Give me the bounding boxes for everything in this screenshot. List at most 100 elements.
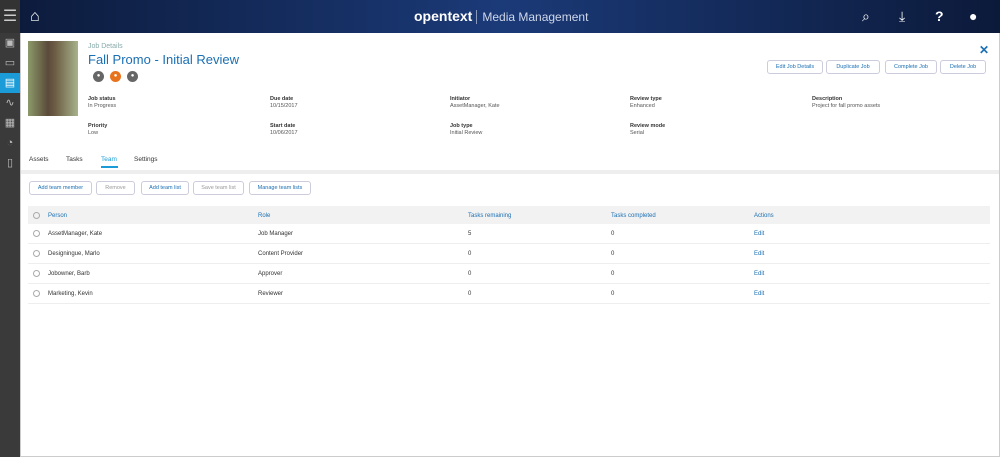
- table-cell: Content Provider: [258, 251, 304, 257]
- header-role[interactable]: Role: [258, 213, 271, 219]
- field-label: Due date: [270, 96, 294, 102]
- job-field: Review type Enhanced: [630, 96, 662, 110]
- table-cell: Reviewer: [258, 291, 284, 297]
- field-value: Serial: [630, 130, 645, 136]
- field-value: Project for fall promo assets: [812, 103, 881, 109]
- table-cell: 0: [468, 291, 472, 297]
- table-cell: 0: [611, 271, 615, 277]
- status-icon-3[interactable]: ●: [127, 71, 138, 82]
- field-label: Initiator: [450, 96, 471, 102]
- row-checkbox[interactable]: [33, 230, 40, 237]
- table-cell: 0: [468, 271, 472, 277]
- row-checkbox[interactable]: [33, 250, 40, 257]
- team-button[interactable]: Manage team lists: [249, 181, 311, 195]
- field-value: 10/15/2017: [270, 103, 298, 109]
- job-field: Job status In Progress: [88, 96, 116, 110]
- job-action-button[interactable]: Duplicate Job: [826, 60, 880, 74]
- top-bar: ☰ ⌂ opentext Media Management ⌕ ⤓ ? ●: [0, 0, 1000, 33]
- home-icon[interactable]: ⌂: [30, 8, 40, 25]
- table-cell: Marketing, Kevin: [48, 291, 93, 297]
- field-value: 10/06/2017: [270, 130, 298, 136]
- table-row: Designingue, Marlo Content Provider 0 0 Edit: [28, 244, 990, 264]
- search-icon[interactable]: ⌕: [862, 8, 870, 24]
- table-cell: Approver: [258, 271, 283, 277]
- edit-link[interactable]: Edit: [754, 251, 765, 257]
- team-button[interactable]: Remove: [96, 181, 135, 195]
- job-field: Description Project for fall promo assets: [812, 96, 880, 110]
- header-actions: Actions: [754, 213, 774, 219]
- table-cell: Jobowner, Barb: [48, 271, 90, 277]
- sidebar-images-icon[interactable]: ▣: [4, 37, 16, 49]
- breadcrumb: Job Details: [88, 43, 123, 50]
- product-name: Media Management: [476, 10, 589, 24]
- field-label: Description: [812, 96, 843, 102]
- edit-link[interactable]: Edit: [754, 291, 765, 297]
- field-value: Initial Review: [450, 130, 483, 136]
- page-title: Fall Promo - Initial Review: [88, 52, 239, 67]
- close-icon[interactable]: ✕: [979, 43, 990, 57]
- field-value: Low: [88, 130, 99, 136]
- table-row: AssetManager, Kate Job Manager 5 0 Edit: [28, 224, 990, 244]
- download-icon[interactable]: ⤓: [899, 8, 906, 24]
- row-checkbox[interactable]: [33, 270, 40, 277]
- field-value: AssetManager, Kate: [450, 103, 500, 109]
- tab-assets[interactable]: Assets: [29, 156, 49, 163]
- job-field: Start date 10/06/2017: [270, 123, 298, 137]
- brand-logo: opentext Media Management: [414, 8, 589, 24]
- job-field: Priority Low: [88, 123, 107, 137]
- job-field: Initiator AssetManager, Kate: [450, 96, 500, 110]
- tab-team[interactable]: Team: [101, 156, 117, 163]
- job-field: Review mode Serial: [630, 123, 665, 137]
- table-cell: AssetManager, Kate: [48, 231, 103, 237]
- table-row: Marketing, Kevin Reviewer 0 0 Edit: [28, 284, 990, 304]
- table-cell: 0: [611, 231, 615, 237]
- job-field: Job type Initial Review: [450, 123, 482, 137]
- tab-settings[interactable]: Settings: [134, 156, 158, 163]
- header-tasks-completed[interactable]: Tasks completed: [611, 213, 656, 219]
- edit-link[interactable]: Edit: [754, 231, 765, 237]
- field-label: Start date: [270, 123, 296, 129]
- job-field: Due date 10/15/2017: [270, 96, 298, 110]
- job-action-button[interactable]: Delete Job: [940, 60, 986, 74]
- job-action-button[interactable]: Complete Job: [885, 60, 937, 74]
- user-icon[interactable]: ●: [969, 8, 978, 24]
- table-cell: 5: [468, 231, 472, 237]
- field-label: Review mode: [630, 123, 666, 129]
- field-label: Priority: [88, 123, 108, 129]
- table-header: Person Role Tasks remaining Tasks comple…: [28, 206, 990, 224]
- field-value: Enhanced: [630, 103, 655, 109]
- edit-link[interactable]: Edit: [754, 271, 765, 277]
- job-thumbnail: [28, 41, 78, 116]
- select-all-checkbox[interactable]: [33, 212, 40, 219]
- status-icon-1[interactable]: ●: [93, 71, 104, 82]
- field-value: In Progress: [88, 103, 117, 109]
- row-checkbox[interactable]: [33, 290, 40, 297]
- table-cell: Job Manager: [258, 231, 294, 237]
- field-label: Job status: [88, 96, 116, 102]
- team-button[interactable]: Add team member: [29, 181, 92, 195]
- brand-name: opentext: [414, 8, 473, 24]
- active-tab-indicator: [101, 166, 118, 168]
- hamburger-menu-icon[interactable]: ☰: [0, 0, 20, 33]
- field-label: Review type: [630, 96, 662, 102]
- team-button[interactable]: Save team list: [193, 181, 244, 195]
- sidebar-activity-icon[interactable]: ∿: [5, 97, 15, 109]
- header-tasks-remaining[interactable]: Tasks remaining: [468, 213, 512, 219]
- header-person[interactable]: Person: [48, 213, 68, 219]
- table-cell: 0: [468, 251, 472, 257]
- sidebar-collections-icon[interactable]: ▦: [4, 117, 16, 129]
- table-cell: 0: [611, 291, 615, 297]
- help-icon[interactable]: ?: [935, 8, 944, 24]
- table-row: Jobowner, Barb Approver 0 0 Edit: [28, 264, 990, 284]
- job-action-button[interactable]: Edit Job Details: [767, 60, 823, 74]
- status-icon-2[interactable]: ●: [110, 71, 121, 82]
- sidebar-review-icon[interactable]: ◔: [6, 137, 14, 149]
- sidebar-jobs-icon[interactable]: ▤: [0, 73, 20, 93]
- sidebar: ▣ ▭ ▤ ∿ ▦ ◔ ▯: [0, 33, 20, 457]
- sidebar-reports-icon[interactable]: ▯: [6, 157, 14, 169]
- sidebar-folders-icon[interactable]: ▭: [4, 57, 16, 69]
- team-button[interactable]: Add team list: [141, 181, 189, 195]
- divider: [21, 170, 999, 174]
- tab-tasks[interactable]: Tasks: [66, 156, 83, 163]
- table-cell: 0: [611, 251, 615, 257]
